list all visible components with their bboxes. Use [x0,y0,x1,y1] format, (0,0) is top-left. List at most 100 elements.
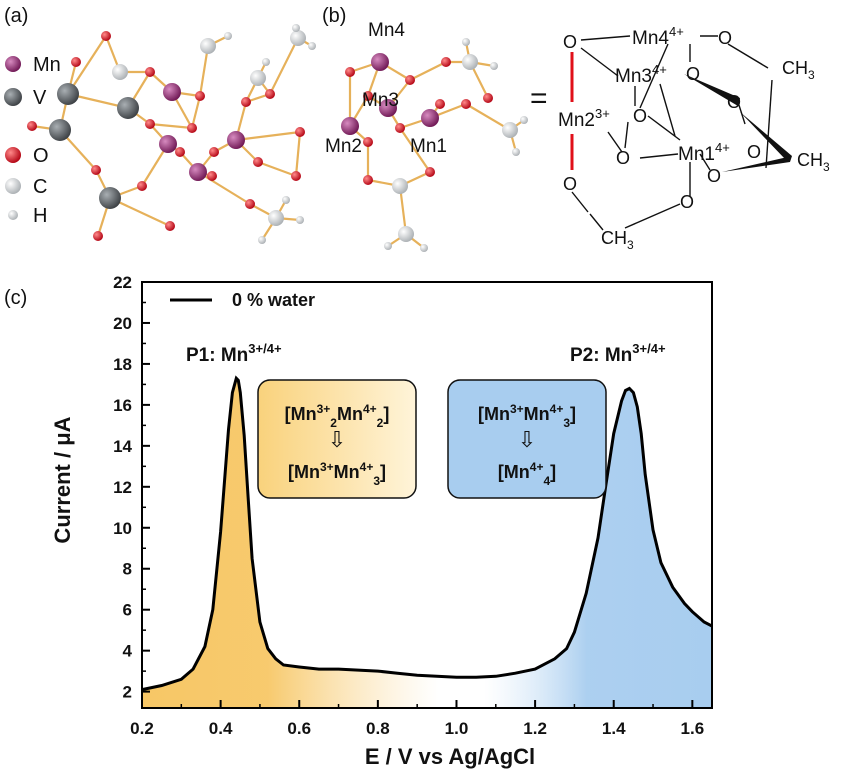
h-atom [420,244,428,252]
peak-label-p1: P1: Mn3+/4+ [186,341,282,366]
x-tick-label: 1.4 [602,719,626,738]
bond [67,35,107,95]
h-atom [512,148,520,156]
annotation-p1-reactant: [Mn3+2Mn4+2] [285,402,390,430]
panel-label-a: (a) [4,5,28,27]
y-tick-label: 6 [123,601,132,620]
plot-area-frame [141,281,713,709]
voltammogram-chart: 0.2 0.4 0.6 0.8 1.0 1.2 1.4 1.6 246810121416182… [50,273,713,769]
c-atom [290,30,306,46]
o-atom [425,167,435,177]
h-atom [296,216,304,224]
o-atom [245,199,255,209]
o-atom [145,67,155,77]
o-atom [295,127,305,137]
o-atom [435,99,445,109]
c-atom-swatch [5,178,21,194]
h-atom [308,42,316,50]
legend-label-mn: Mn [33,54,61,76]
schematic-o-9: O [563,174,577,194]
mn-atom [371,53,389,71]
o-atom [195,91,205,101]
annotation-p1-product: [Mn3+Mn4+3] [288,460,386,488]
schematic-mn1: Mn14+ [678,140,730,165]
x-tick-label: 1.2 [523,719,547,738]
c-atom [268,210,284,226]
h-atom-swatch [8,210,18,220]
o-atom [207,171,217,181]
h-atom [262,58,270,66]
chart-legend: 0 % water [170,290,315,310]
o-atom [345,67,355,77]
o-atom [101,31,111,41]
y-axis: 2 4 6 8 10 12 14 16 18 20 22 [113,273,150,702]
annotation-p1-arrow: ⇩ [328,427,346,452]
schematic-o-7: O [747,142,761,162]
o-atom [291,171,301,181]
bond [465,103,511,131]
bond [198,45,210,97]
o-atom [93,231,103,241]
schematic-ch3-right: CH3 [797,150,830,174]
panel-label-c: (c) [4,287,27,309]
schematic-o-1: O [563,32,577,52]
mn-atom [379,99,397,117]
v-atom [99,187,121,209]
structure-label-mn3: Mn3 [362,90,399,111]
legend-label-v: V [33,87,47,109]
v-atom-swatch [4,88,22,106]
structure-label-mn1: Mn1 [410,136,447,157]
o-atom [91,165,101,175]
h-atom [282,196,290,204]
bond [235,130,301,142]
o-atom [363,175,373,185]
y-tick-label: 8 [123,560,132,579]
h-atom [292,24,300,32]
schematic-o-4: O [727,92,741,112]
y-tick-label: 10 [113,519,132,538]
y-axis-title: Current / μA [50,416,75,543]
o-atom [165,221,175,231]
o-atom-swatch [5,147,21,163]
schematic-o-8: O [707,166,721,186]
annotation-box-p1-background [257,379,417,499]
y-tick-label: 14 [113,437,132,456]
y-tick-label: 20 [113,314,132,333]
x-axis-title: E / V vs Ag/AgCl [365,744,535,769]
schematic-bonds [571,35,773,231]
c-atom [250,70,266,86]
bond [294,131,302,177]
mn-atom [421,109,439,127]
o-atom [483,93,493,103]
o-atom [405,75,415,85]
mn-atom [159,135,177,153]
bond [398,185,408,235]
legend-label-0-water: 0 % water [232,290,315,310]
bond [190,95,202,129]
o-atom [145,119,155,129]
annotation-p2-reactant: [Mn3+Mn4+3] [478,402,576,430]
panel-label-b: (b) [322,5,346,27]
bond [149,122,193,130]
wedge-bond-right [722,156,792,172]
schematic-mn2: Mn23+ [558,106,610,131]
h-atom [258,236,266,244]
annotation-p2-arrow: ⇩ [518,427,536,452]
x-tick-label: 0.4 [209,719,233,738]
o-atom [441,57,451,67]
o-atom [187,123,197,133]
o-atom [137,181,147,191]
bond [109,197,171,227]
o-atom [27,121,37,131]
structure-label-mn2: Mn2 [325,136,362,157]
c-atom [200,38,216,54]
h-atom [520,116,528,124]
y-tick-label: 18 [113,355,132,374]
h-atom [490,62,498,70]
legend-label-h: H [33,205,47,227]
mn-atom [189,163,207,181]
x-tick-label: 0.6 [287,719,311,738]
y-tick-label: 12 [113,478,132,497]
c-atom [392,178,408,194]
cubane-schematic: O O O O O O O O O O Mn44+ Mn34+ Mn23+ Mn… [558,24,830,252]
